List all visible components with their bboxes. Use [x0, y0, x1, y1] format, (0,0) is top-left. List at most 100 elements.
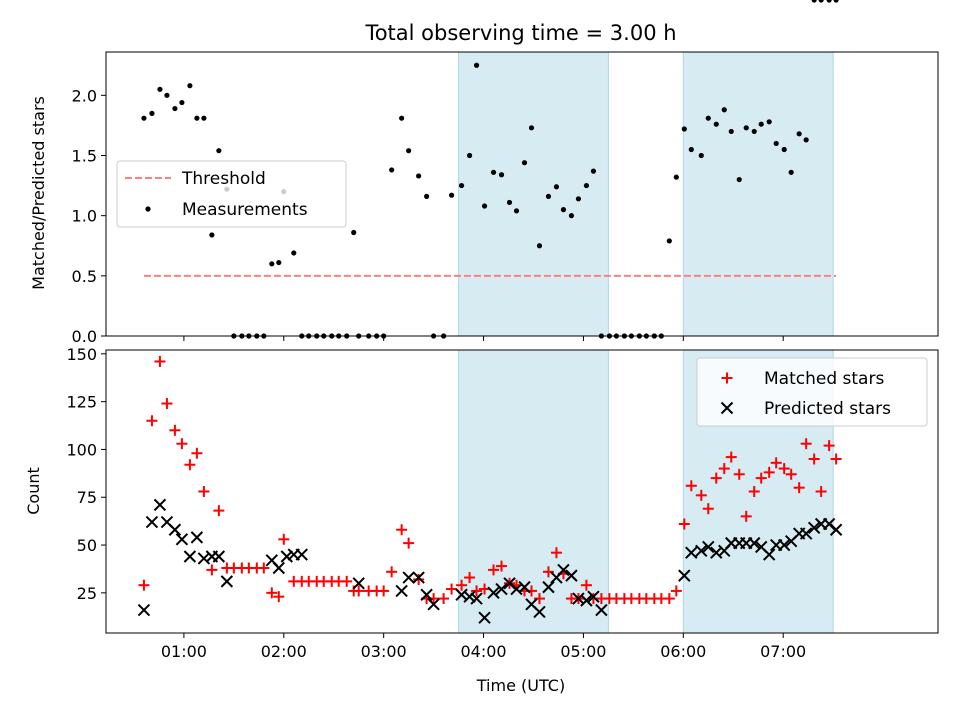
measurement-point [416, 173, 422, 179]
matched-point [456, 579, 468, 591]
matched-point [378, 585, 390, 597]
predicted-point [533, 605, 546, 619]
measurement-point [583, 182, 590, 189]
measurement-point [681, 126, 687, 132]
matched-point [740, 510, 752, 522]
predicted-point [799, 527, 813, 540]
matched-point [778, 463, 790, 475]
measurement-point [276, 259, 282, 266]
matched-point [785, 468, 797, 480]
matched-point [198, 486, 210, 497]
matched-point [808, 453, 820, 465]
matched-point [488, 564, 500, 576]
predicted-point [829, 523, 843, 536]
measurement-point [141, 115, 147, 121]
measurement-point [688, 146, 694, 153]
predicted-point [678, 569, 691, 582]
predicted-point [478, 611, 491, 624]
measurement-point [796, 131, 802, 137]
top-y-tick-label: 0.5 [72, 267, 97, 286]
top-y-tick-label: 0.0 [72, 327, 97, 346]
predicted-point [352, 577, 365, 590]
measurement-point [389, 167, 395, 173]
predicted-point [175, 533, 189, 546]
matched-point [800, 438, 812, 450]
top-shaded-interval-1 [458, 51, 609, 337]
bottom-y-tick-label: 50 [77, 536, 97, 555]
predicted-point [220, 575, 234, 588]
matched-point [213, 505, 225, 517]
measurement-point [833, 0, 839, 3]
matched-point [169, 424, 181, 436]
measurement-point [473, 62, 480, 68]
predicted-point [463, 590, 476, 603]
matched-point [341, 575, 353, 587]
matched-point [710, 472, 722, 484]
bottom-y-axis-label: Count [24, 467, 43, 515]
predicted-point [495, 582, 508, 596]
predicted-point [412, 571, 425, 584]
top-y-tick-label: 1.5 [72, 146, 97, 165]
measurement-point [498, 172, 505, 178]
measurement-point [399, 115, 405, 121]
matched-point [353, 585, 365, 597]
legend-threshold-label: Threshold [181, 169, 266, 189]
matched-point [663, 593, 675, 605]
matched-point [403, 537, 415, 549]
top-legend-frame [116, 160, 347, 228]
measurement-point [705, 115, 711, 121]
measurement-point [803, 137, 809, 143]
matched-point [733, 468, 745, 480]
matched-point [464, 572, 476, 584]
predicted-point [402, 571, 415, 584]
measurement-point [291, 250, 297, 256]
measurement-point [216, 148, 222, 154]
measurement-point [351, 229, 357, 236]
matched-point [695, 489, 707, 501]
predicted-point [427, 598, 440, 611]
bottom-y-tick-label: 150 [66, 345, 97, 364]
measurement-point [269, 261, 275, 267]
legend-predicted-swatch [720, 401, 734, 415]
measurement-point [481, 203, 488, 209]
measurement-point [818, 0, 824, 3]
measurement-point [490, 169, 497, 175]
measurement-point [506, 199, 513, 206]
predicted-point [153, 498, 167, 512]
measurement-point [164, 92, 170, 98]
matched-point [770, 457, 782, 469]
bottom-axes-frame [105, 349, 939, 634]
measurement-point [553, 184, 560, 190]
matched-point [146, 415, 158, 427]
measurement-point [172, 105, 178, 112]
predicted-point [272, 561, 285, 575]
matched-point [278, 533, 290, 545]
measurement-point [698, 152, 704, 159]
measurement-point [713, 121, 719, 127]
matched-point [580, 579, 592, 591]
top-y-tick-label: 2.0 [72, 86, 97, 105]
matched-point [258, 562, 270, 574]
measurement-point [788, 169, 794, 175]
bottom-y-tick-label: 25 [77, 584, 97, 603]
measurement-point [590, 168, 597, 174]
predicted-point [212, 550, 226, 563]
predicted-point [280, 550, 293, 563]
measurement-point [773, 140, 779, 147]
bottom-y-tick-label: 125 [66, 393, 97, 412]
matched-point [763, 466, 775, 478]
legend-measurements-swatch [145, 206, 151, 212]
x-tick-label: 07:00 [760, 642, 806, 661]
measurement-point [545, 193, 552, 200]
measurement-point [568, 213, 575, 219]
matched-point [273, 591, 285, 603]
top-shaded-interval-2 [682, 51, 834, 337]
matched-point [815, 486, 827, 497]
measurement-point [209, 232, 215, 238]
top-y-axis-label: Matched/Predicted stars [29, 96, 48, 290]
predicted-point [542, 580, 555, 594]
matched-point [725, 451, 737, 463]
bottom-series-predicted-stars [137, 498, 843, 624]
predicted-point [748, 536, 761, 550]
matched-point [471, 585, 483, 597]
